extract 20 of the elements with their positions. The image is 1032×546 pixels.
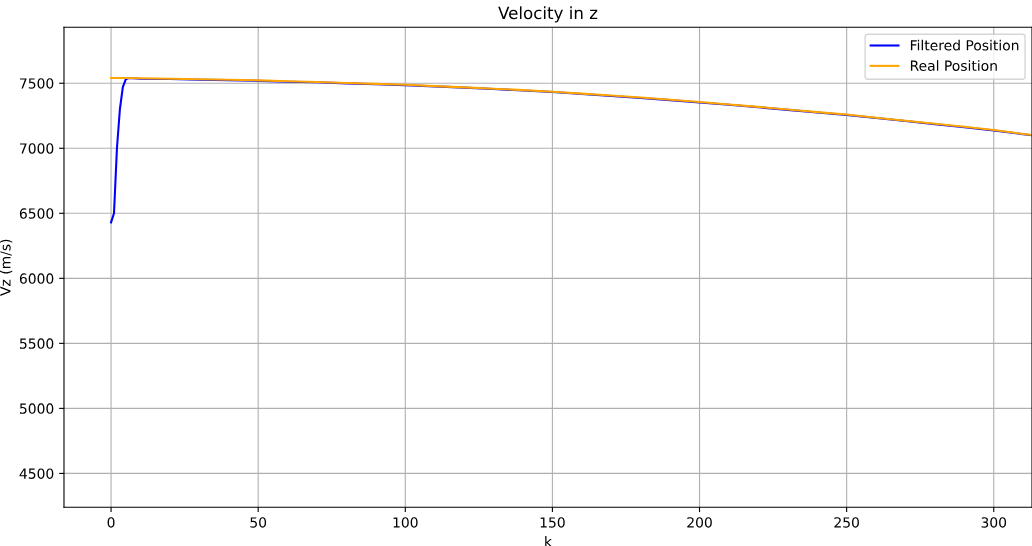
y-axis-title: Vz (m/s) [0,239,13,296]
x-tick-label: 300 [981,517,1007,528]
y-tick-label: 4500 [19,468,54,479]
x-axis-title: k [545,535,552,546]
y-tick-label: 7000 [20,143,54,154]
x-tick-label: 250 [834,517,859,528]
y-tick-label: 6000 [19,273,54,284]
y-tick-label: 5000 [19,403,54,414]
x-tick-label: 150 [540,517,565,528]
y-tick-label: 5500 [19,338,54,349]
x-tick-label: 100 [393,517,418,528]
chart-title: Velocity in z [498,6,598,23]
legend-label: Real Position [910,60,997,71]
x-tick-label: 0 [107,517,115,528]
line-series [110,76,1032,137]
y-tick-label: 6500 [19,208,54,219]
y-tick-label: 7500 [20,78,54,89]
x-tick-label: 200 [687,517,712,528]
x-tick-label: 50 [250,517,267,528]
legend-label: Filtered Position [910,39,1019,51]
